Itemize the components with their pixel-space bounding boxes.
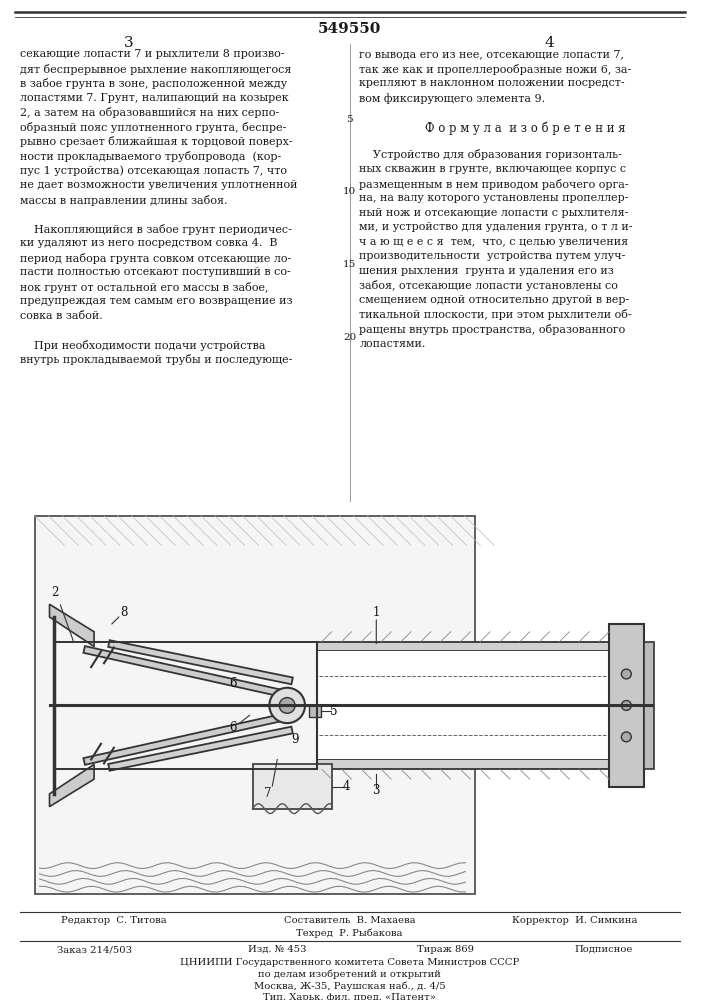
Text: внутрь прокладываемой трубы и последующе-: внутрь прокладываемой трубы и последующе… [20,354,292,365]
Text: забоя, отсекающие лопасти установлены со: забоя, отсекающие лопасти установлены со [359,280,619,291]
Text: на, на валу которого установлены пропеллер-: на, на валу которого установлены пропелл… [359,193,629,203]
Circle shape [279,698,295,713]
Polygon shape [35,516,475,894]
Text: го вывода его из нее, отсекающие лопасти 7,: го вывода его из нее, отсекающие лопасти… [359,49,624,59]
Text: массы в направлении длины забоя.: массы в направлении длины забоя. [20,195,228,206]
Polygon shape [49,764,94,807]
Text: по делам изобретений и открытий: по делам изобретений и открытий [258,970,441,979]
Bar [309,705,321,717]
Text: ЦНИИПИ Государственного комитета Совета Министров СССР: ЦНИИПИ Государственного комитета Совета … [180,958,519,967]
Text: Тип. Харьк. фил. пред. «Патент»: Тип. Харьк. фил. пред. «Патент» [263,993,436,1000]
Text: Техред  Р. Рыбакова: Техред Р. Рыбакова [296,928,403,938]
Text: не дает возможности увеличения уплотненной: не дает возможности увеличения уплотненн… [20,180,298,190]
Text: Редактор  С. Титова: Редактор С. Титова [61,916,167,925]
Text: пус 1 устройства) отсекающая лопасть 7, что: пус 1 устройства) отсекающая лопасть 7, … [20,165,287,176]
Polygon shape [108,727,293,771]
Polygon shape [317,642,638,651]
Text: предупреждая тем самым его возвращение из: предупреждая тем самым его возвращение и… [20,296,292,306]
Text: дят беспрерывное рыхление накопляющегося: дят беспрерывное рыхление накопляющегося [20,64,291,75]
Circle shape [621,701,631,710]
Text: Накопляющийся в забое грунт периодичес-: Накопляющийся в забое грунт периодичес- [20,224,292,235]
Text: 20: 20 [343,333,356,342]
Text: тикальной плоскости, при этом рыхлители об-: тикальной плоскости, при этом рыхлители … [359,309,632,320]
Polygon shape [252,764,332,809]
Text: шения рыхления  грунта и удаления его из: шения рыхления грунта и удаления его из [359,266,614,276]
Text: 2, а затем на образовавшийся на них серпо-: 2, а затем на образовавшийся на них серп… [20,107,279,118]
Text: лопастями 7. Грунт, налипающий на козырек: лопастями 7. Грунт, налипающий на козыре… [20,93,288,103]
Text: 15: 15 [343,260,356,269]
Circle shape [621,669,631,679]
Text: так же как и пропеллерообразные ножи 6, за-: так же как и пропеллерообразные ножи 6, … [359,64,632,75]
Text: нок грунт от остальной его массы в забое,: нок грунт от остальной его массы в забое… [20,282,268,293]
Text: 5: 5 [330,705,337,718]
Text: 7: 7 [264,787,271,800]
Text: ч а ю щ е е с я  тем,  что, с целью увеличения: ч а ю щ е е с я тем, что, с целью увелич… [359,237,629,247]
Text: ных скважин в грунте, включающее корпус с: ных скважин в грунте, включающее корпус … [359,164,626,174]
Text: ки удаляют из него посредством совка 4.  В: ки удаляют из него посредством совка 4. … [20,238,277,248]
Text: 549550: 549550 [318,22,381,36]
Polygon shape [83,712,293,765]
Polygon shape [108,640,293,684]
Text: 5: 5 [346,115,353,124]
Text: производительности  устройства путем улуч-: производительности устройства путем улуч… [359,251,626,261]
Text: размещенным в нем приводом рабочего орга-: размещенным в нем приводом рабочего орга… [359,179,629,190]
Polygon shape [49,604,94,647]
Polygon shape [317,651,609,759]
Text: 1: 1 [373,606,380,619]
Text: смещением одной относительно другой в вер-: смещением одной относительно другой в ве… [359,295,630,305]
Text: Изд. № 453: Изд. № 453 [248,945,307,954]
Polygon shape [643,642,653,769]
Text: Составитель  В. Махаева: Составитель В. Махаева [284,916,416,925]
Text: ный нож и отсекающие лопасти с рыхлителя-: ный нож и отсекающие лопасти с рыхлителя… [359,208,629,218]
Text: Тираж 869: Тираж 869 [417,945,474,954]
Text: 3: 3 [373,784,380,797]
Text: 6: 6 [229,721,236,734]
Text: ращены внутрь пространства, образованного: ращены внутрь пространства, образованног… [359,324,626,335]
Text: ми, и устройство для удаления грунта, о т л и-: ми, и устройство для удаления грунта, о … [359,222,633,232]
Polygon shape [609,624,643,787]
Text: 9: 9 [291,733,299,746]
Polygon shape [83,646,293,699]
Text: лопастями.: лопастями. [359,339,426,349]
Text: Корректор  И. Симкина: Корректор И. Симкина [512,916,637,925]
Text: Устройство для образования горизонталь-: Устройство для образования горизонталь- [359,149,622,160]
Text: 10: 10 [343,187,356,196]
Text: период набора грунта совком отсекающие ло-: период набора грунта совком отсекающие л… [20,253,291,264]
Polygon shape [317,759,638,769]
Text: Заказ 214/503: Заказ 214/503 [57,945,132,954]
Text: 8: 8 [120,606,127,619]
Text: образный пояс уплотненного грунта, беспре-: образный пояс уплотненного грунта, беспр… [20,122,286,133]
Text: ности прокладываемого трубопровода  (кор-: ности прокладываемого трубопровода (кор- [20,151,281,162]
Text: в забое грунта в зоне, расположенной между: в забое грунта в зоне, расположенной меж… [20,78,287,89]
Text: 6: 6 [229,677,236,690]
Text: рывно срезает ближайшая к торцовой поверх-: рывно срезает ближайшая к торцовой повер… [20,136,293,147]
Text: секающие лопасти 7 и рыхлители 8 произво-: секающие лопасти 7 и рыхлители 8 произво… [20,49,284,59]
Text: 4: 4 [544,36,554,50]
Text: 2: 2 [51,586,58,599]
Text: 3: 3 [124,36,134,50]
Text: крепляют в наклонном положении посредст-: крепляют в наклонном положении посредст- [359,78,625,88]
Text: Москва, Ж-35, Раушская наб., д. 4/5: Москва, Ж-35, Раушская наб., д. 4/5 [254,982,445,991]
Text: вом фиксирующего элемента 9.: вом фиксирующего элемента 9. [359,93,546,104]
Circle shape [269,688,305,723]
Text: Подписное: Подписное [575,945,633,954]
Text: Ф о р м у л а  и з о б р е т е н и я: Ф о р м у л а и з о б р е т е н и я [425,122,625,135]
Text: пасти полностью отсекают поступивший в со-: пасти полностью отсекают поступивший в с… [20,267,291,277]
Text: совка в забой.: совка в забой. [20,311,103,321]
Text: При необходимости подачи устройства: При необходимости подачи устройства [20,340,265,351]
Circle shape [621,732,631,742]
Text: 4: 4 [343,780,351,793]
